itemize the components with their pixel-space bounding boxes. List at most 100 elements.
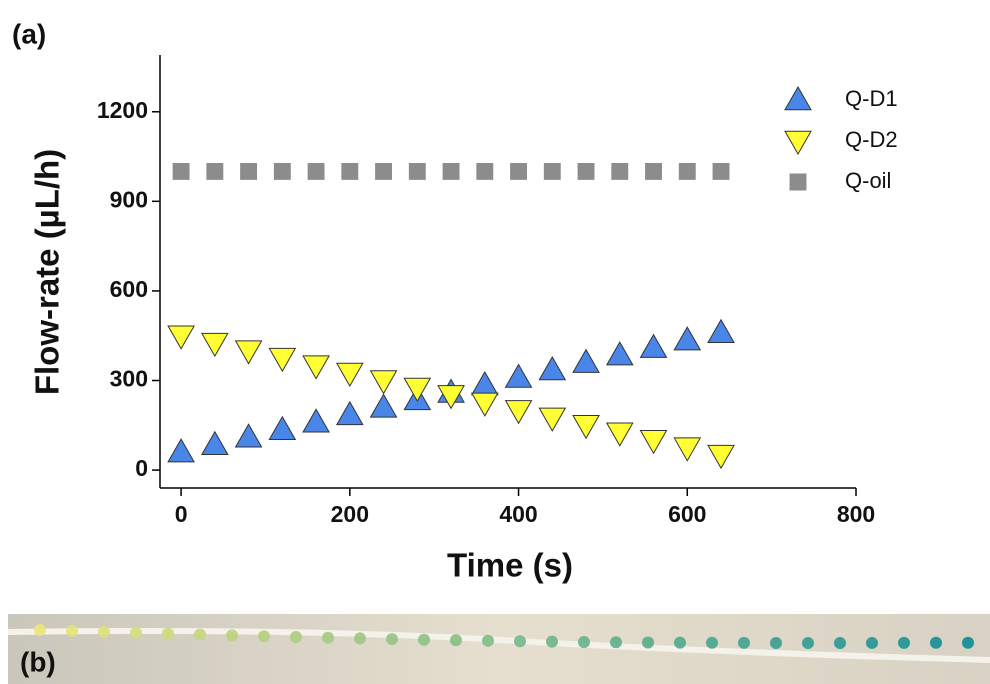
legend-label: Q-D1: [845, 86, 898, 111]
droplet: [66, 624, 78, 637]
marker: [673, 326, 702, 351]
marker: [240, 163, 258, 180]
marker: [611, 163, 629, 180]
x-tick-label: 600: [668, 501, 706, 527]
marker: [307, 163, 325, 180]
marker: [403, 377, 432, 402]
droplet: [674, 636, 686, 649]
droplet: [162, 627, 174, 640]
marker: [335, 400, 364, 426]
marker: [707, 318, 735, 343]
marker: [369, 370, 398, 395]
photo-background: [8, 614, 990, 684]
marker: [476, 163, 494, 180]
marker: [577, 163, 595, 180]
droplets: [34, 624, 974, 649]
marker: [572, 348, 600, 373]
droplet: [34, 624, 46, 636]
marker: [510, 163, 527, 180]
marker: [470, 392, 499, 417]
droplet: [322, 631, 334, 644]
x-axis-title: Time (s): [447, 547, 573, 584]
y-tick-label: 0: [135, 455, 148, 481]
panel-label: (a): [12, 18, 46, 49]
droplet: [450, 634, 462, 647]
y-tick-label: 900: [110, 186, 148, 212]
marker: [200, 430, 229, 455]
marker: [504, 363, 533, 388]
tubing: [7, 628, 990, 663]
droplet: [834, 636, 846, 649]
marker: [268, 347, 297, 373]
droplet: [802, 636, 814, 649]
y-axis-title: Flow-rate (µL/h): [29, 149, 66, 395]
marker: [375, 163, 393, 180]
droplet: [770, 636, 782, 649]
x-tick-label: 200: [331, 501, 369, 527]
droplet: [194, 628, 206, 641]
marker: [437, 385, 465, 410]
marker: [639, 333, 668, 358]
marker: [167, 438, 195, 463]
droplet: [418, 633, 430, 646]
x-tick-label: 800: [837, 501, 875, 527]
droplet: [898, 636, 910, 649]
marker: [470, 370, 499, 396]
marker: [408, 163, 426, 180]
marker: [543, 163, 561, 180]
y-tick-label: 600: [110, 276, 148, 302]
droplet: [258, 630, 270, 643]
y-tick-label: 1200: [97, 97, 148, 123]
marker: [234, 423, 263, 448]
droplet: [738, 636, 750, 649]
marker: [302, 355, 330, 380]
marker: [673, 437, 702, 462]
legend-marker: [784, 85, 812, 111]
marker: [234, 340, 263, 365]
marker: [273, 163, 291, 180]
marker: [605, 422, 634, 447]
marker: [200, 332, 229, 358]
marker: [504, 400, 533, 425]
marker: [442, 163, 460, 180]
legend-label: Q-D2: [845, 127, 898, 152]
droplet: [514, 635, 526, 648]
marker: [538, 356, 567, 381]
marker: [645, 163, 662, 180]
droplet: [354, 632, 366, 645]
x-tick-label: 0: [175, 501, 188, 527]
droplet: [866, 636, 878, 649]
marker: [335, 362, 364, 388]
marker: [538, 407, 567, 432]
marker: [167, 325, 195, 350]
droplet: [290, 630, 302, 643]
marker: [206, 163, 224, 180]
droplet: [610, 636, 622, 649]
marker: [572, 415, 600, 440]
droplet: [482, 634, 494, 647]
droplet: [706, 636, 718, 649]
marker: [707, 444, 735, 470]
droplet: [642, 636, 654, 649]
marker: [341, 163, 359, 180]
legend-label: Q-oil: [845, 168, 891, 193]
droplet: [386, 633, 398, 646]
droplet: [962, 636, 974, 649]
marker: [268, 415, 297, 441]
legend-marker: [789, 173, 807, 191]
marker: [678, 163, 696, 180]
marker: [605, 341, 634, 366]
marker: [172, 163, 190, 180]
marker: [369, 393, 398, 418]
marker: [302, 408, 330, 433]
x-tick-label: 400: [499, 501, 537, 527]
droplet: [930, 636, 942, 649]
marker: [639, 429, 668, 455]
marker: [712, 163, 730, 180]
y-tick-label: 300: [110, 366, 148, 392]
droplet: [130, 626, 142, 639]
legend-marker: [784, 130, 812, 156]
droplet: [98, 625, 110, 638]
droplet: [578, 635, 590, 648]
droplet: [546, 635, 558, 648]
